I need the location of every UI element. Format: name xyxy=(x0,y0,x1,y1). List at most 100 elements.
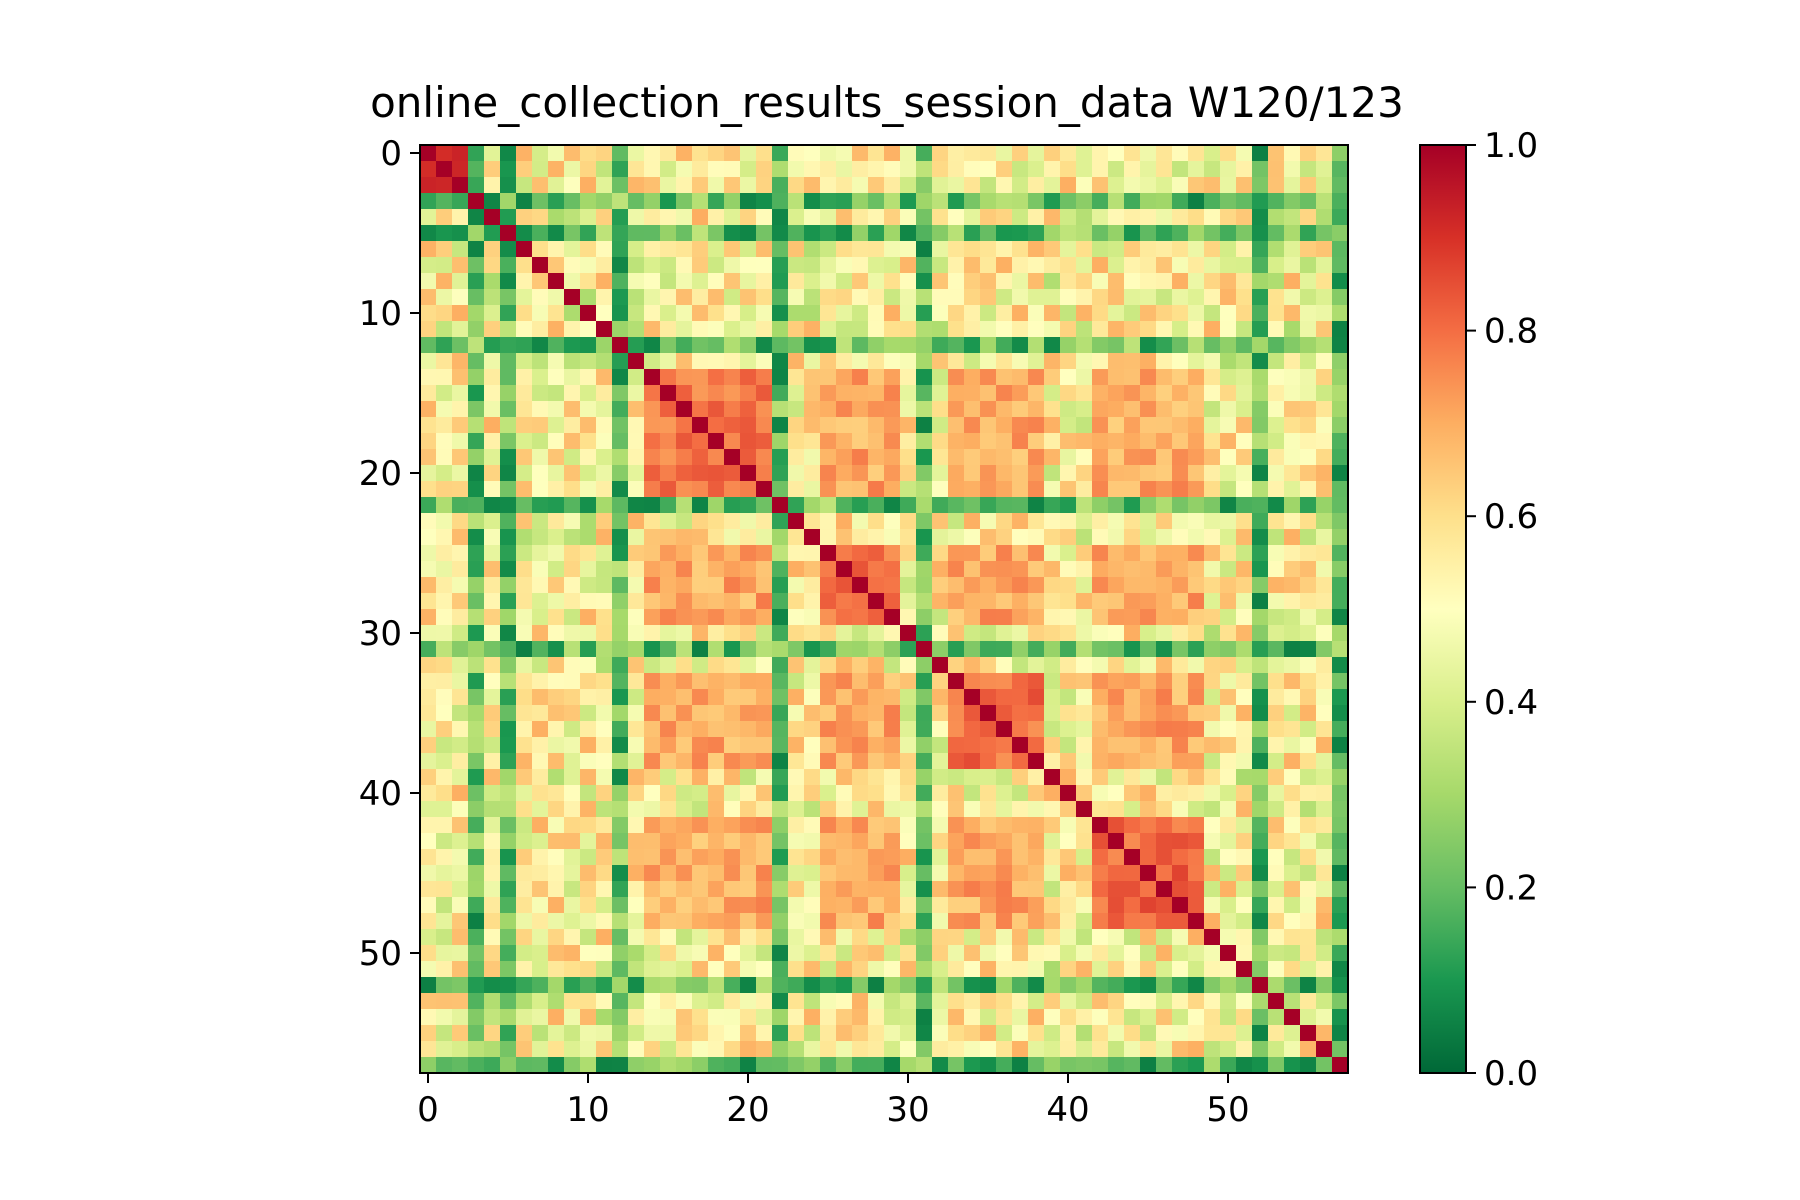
heatmap-cell xyxy=(900,673,917,690)
heatmap-cell xyxy=(532,321,549,338)
heatmap-cell xyxy=(724,353,741,370)
heatmap-cell xyxy=(1108,641,1125,658)
heatmap-cell xyxy=(932,465,949,482)
heatmap-cell xyxy=(484,529,501,546)
heatmap-cell xyxy=(1028,513,1045,530)
heatmap-cell xyxy=(772,305,789,322)
heatmap-cell xyxy=(1204,305,1221,322)
heatmap-cell xyxy=(900,913,917,930)
heatmap-cell xyxy=(740,689,757,706)
heatmap-cell xyxy=(772,513,789,530)
heatmap-cell xyxy=(628,145,645,162)
heatmap-cell xyxy=(436,737,453,754)
heatmap-cell xyxy=(692,673,709,690)
heatmap-cell xyxy=(1316,449,1333,466)
heatmap-cell xyxy=(1220,865,1237,882)
heatmap-cell xyxy=(628,753,645,770)
heatmap-cell xyxy=(980,433,997,450)
heatmap-cell xyxy=(692,145,709,162)
heatmap-cell xyxy=(628,225,645,242)
heatmap-cell xyxy=(724,737,741,754)
heatmap-cell xyxy=(1028,177,1045,194)
heatmap-cell xyxy=(1060,497,1077,514)
heatmap-cell xyxy=(1332,593,1349,610)
heatmap-cell xyxy=(468,1009,485,1026)
heatmap-cell xyxy=(692,1009,709,1026)
heatmap-cell xyxy=(1028,369,1045,386)
heatmap-cell xyxy=(564,225,581,242)
heatmap-cell xyxy=(740,673,757,690)
heatmap-cell xyxy=(564,321,581,338)
heatmap-cell xyxy=(724,577,741,594)
heatmap-cell xyxy=(756,817,773,834)
heatmap-cell xyxy=(1076,401,1093,418)
heatmap-cell xyxy=(964,1025,981,1042)
heatmap-cell xyxy=(708,545,725,562)
heatmap-cell xyxy=(1028,289,1045,306)
heatmap-cell xyxy=(756,449,773,466)
heatmap-cell xyxy=(1204,1057,1221,1074)
heatmap-cell xyxy=(708,321,725,338)
heatmap-cell xyxy=(820,641,837,658)
heatmap-cell xyxy=(1044,145,1061,162)
heatmap-cell xyxy=(1092,305,1109,322)
heatmap-cell xyxy=(1220,225,1237,242)
heatmap-cell xyxy=(964,145,981,162)
heatmap-cell xyxy=(852,705,869,722)
heatmap-cell xyxy=(980,961,997,978)
heatmap-cell xyxy=(580,353,597,370)
heatmap-cell xyxy=(1284,225,1301,242)
heatmap-cell xyxy=(884,657,901,674)
heatmap-cell xyxy=(948,481,965,498)
heatmap-cell xyxy=(548,385,565,402)
heatmap-cell xyxy=(628,1057,645,1074)
heatmap-cell xyxy=(468,481,485,498)
heatmap-cell xyxy=(452,529,469,546)
heatmap-cell xyxy=(1108,817,1125,834)
heatmap-cell xyxy=(612,849,629,866)
heatmap-cell xyxy=(596,273,613,290)
heatmap-cell xyxy=(628,241,645,258)
heatmap-cell xyxy=(676,209,693,226)
heatmap-cell xyxy=(644,1009,661,1026)
heatmap-cell xyxy=(1076,545,1093,562)
heatmap-cell xyxy=(420,945,437,962)
heatmap-cell xyxy=(980,881,997,898)
heatmap-cell xyxy=(1156,577,1173,594)
heatmap-cell xyxy=(1332,865,1349,882)
heatmap-cell xyxy=(1060,433,1077,450)
heatmap-cell xyxy=(644,673,661,690)
heatmap-cell xyxy=(1220,1025,1237,1042)
heatmap-cell xyxy=(1012,497,1029,514)
heatmap-cell xyxy=(1188,769,1205,786)
heatmap-cell xyxy=(756,929,773,946)
heatmap-cell xyxy=(868,385,885,402)
heatmap-cell xyxy=(1316,609,1333,626)
heatmap-cell xyxy=(1236,689,1253,706)
heatmap-cell xyxy=(644,209,661,226)
heatmap-cell xyxy=(708,609,725,626)
heatmap-cell xyxy=(708,785,725,802)
heatmap-cell xyxy=(916,337,933,354)
heatmap-cell xyxy=(1332,1009,1349,1026)
heatmap-cell xyxy=(900,337,917,354)
heatmap-cell xyxy=(852,337,869,354)
heatmap-cell xyxy=(1220,625,1237,642)
heatmap-cell xyxy=(452,273,469,290)
heatmap-cell xyxy=(1300,273,1317,290)
heatmap-cell xyxy=(1156,561,1173,578)
heatmap-cell xyxy=(484,641,501,658)
heatmap-cell xyxy=(1108,625,1125,642)
heatmap-cell xyxy=(1236,513,1253,530)
heatmap-cell xyxy=(532,561,549,578)
heatmap-cell xyxy=(820,817,837,834)
heatmap-cell xyxy=(628,465,645,482)
heatmap-cell xyxy=(1332,545,1349,562)
heatmap-cell xyxy=(580,289,597,306)
heatmap-cell xyxy=(580,177,597,194)
heatmap-cell xyxy=(516,465,533,482)
heatmap-cell xyxy=(596,785,613,802)
heatmap-cell xyxy=(1028,609,1045,626)
heatmap-cell xyxy=(1124,177,1141,194)
heatmap-cell xyxy=(964,369,981,386)
